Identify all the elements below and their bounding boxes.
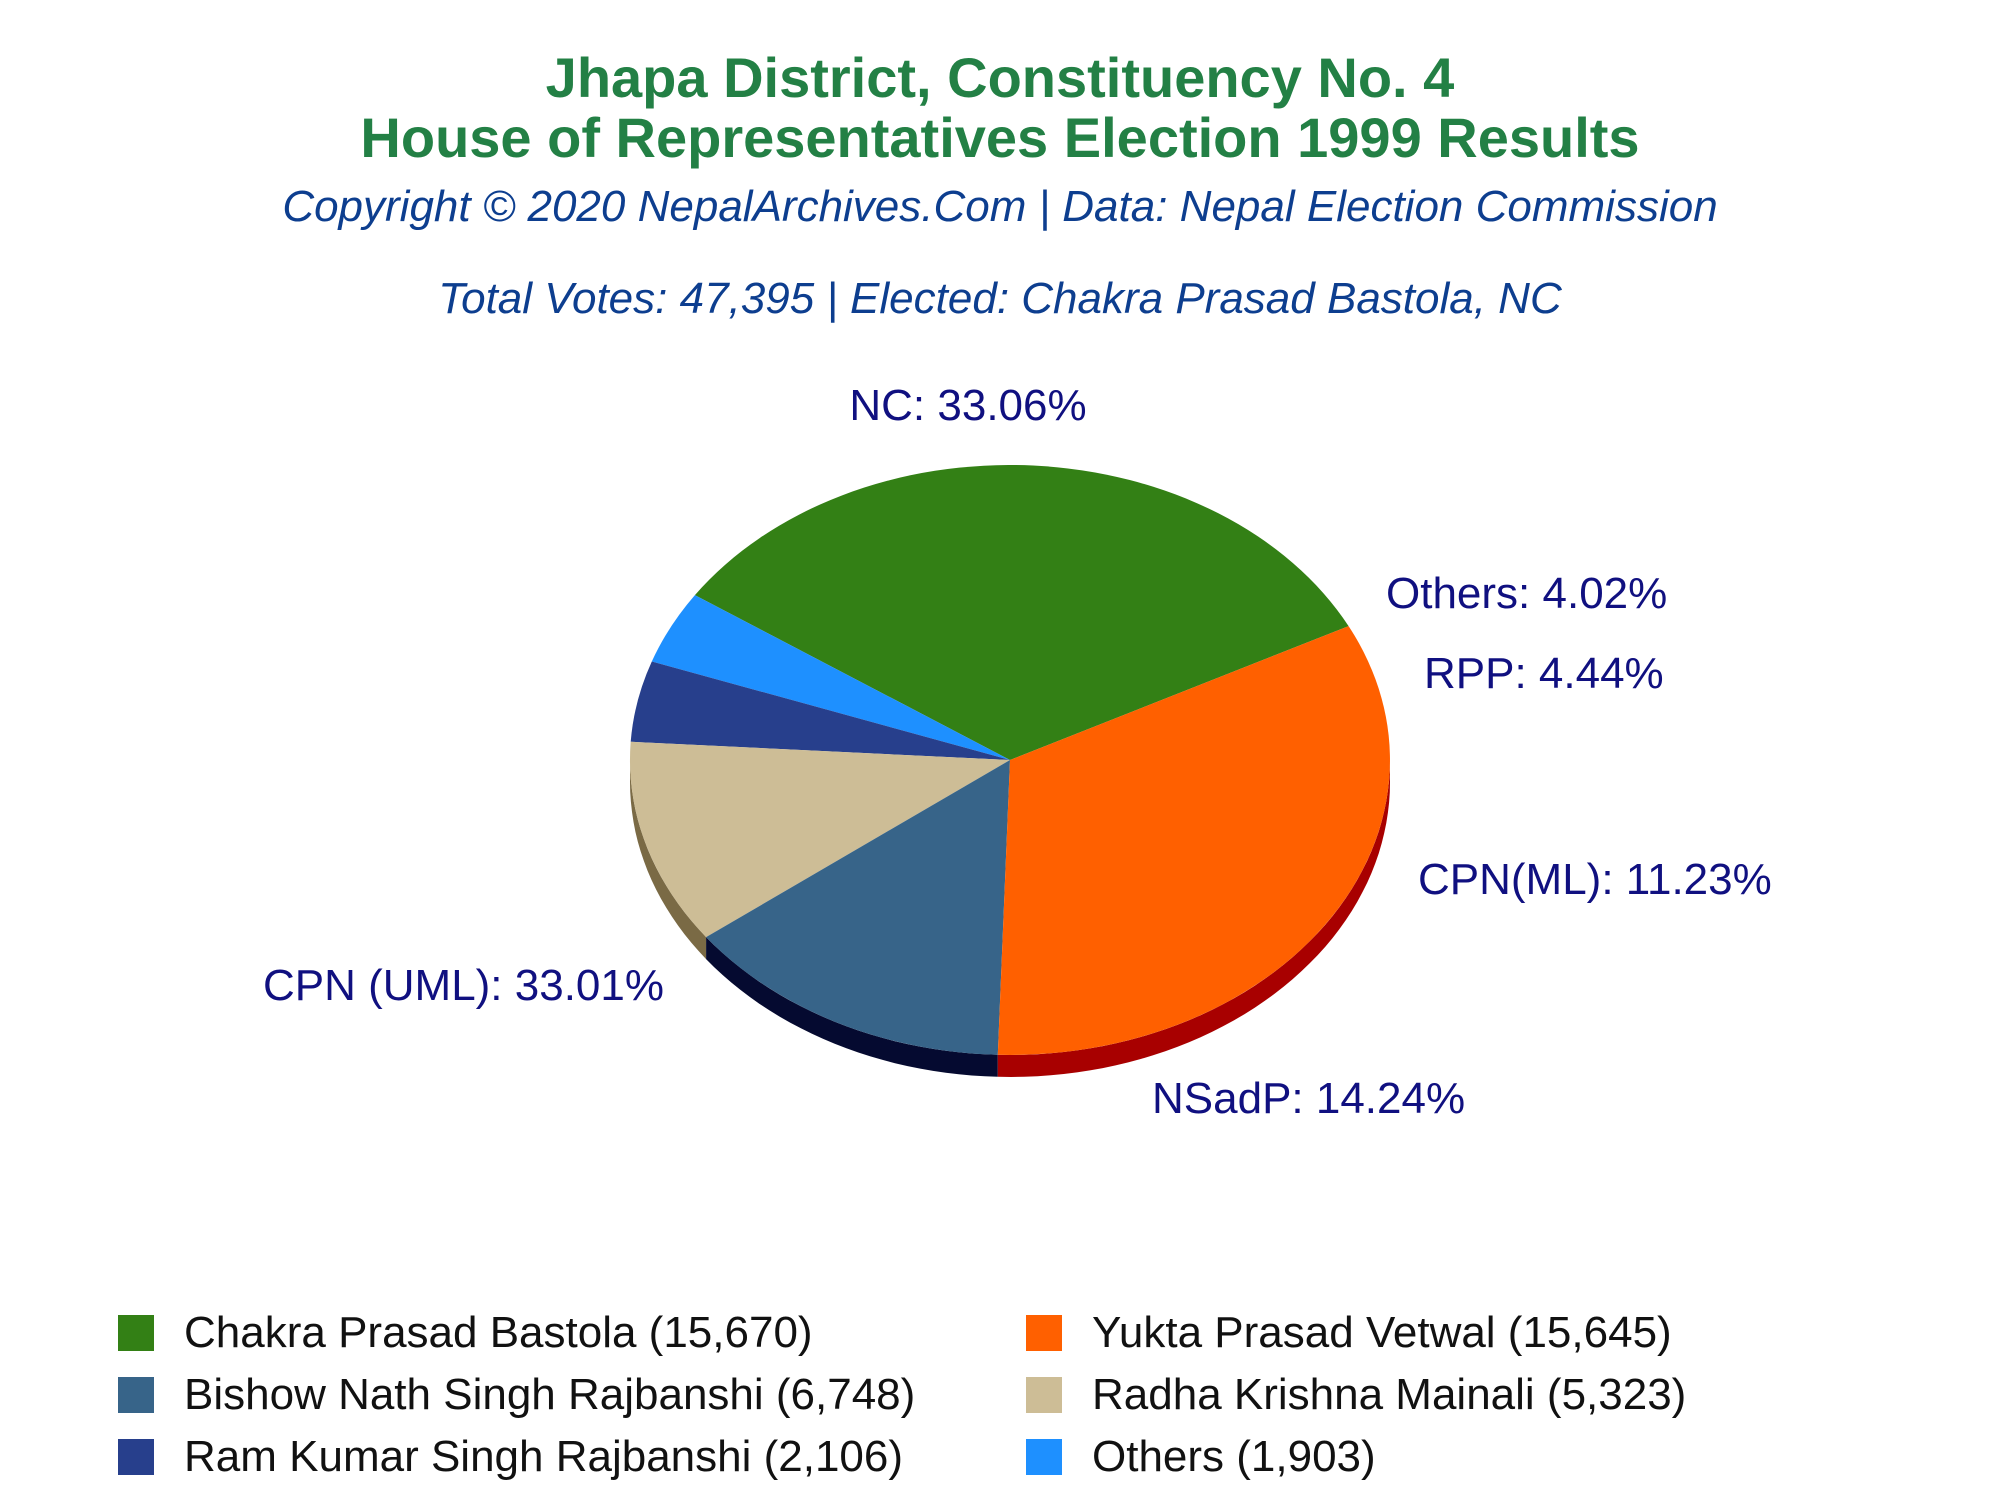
pie-slice-rpp <box>630 661 1010 760</box>
slice-label-nsadp: NSadP: 14.24% <box>1152 1074 1465 1123</box>
legend-item-1: Chakra Prasad Bastola (15,670) <box>118 1303 813 1363</box>
chart-title-line2: House of Representatives Election 1999 R… <box>360 106 1640 169</box>
legend-label-5: Ram Kumar Singh Rajbanshi (2,106) <box>184 1432 904 1481</box>
pie-slice-cpn-ml--side-0 <box>630 760 707 960</box>
legend-swatch-3 <box>118 1377 154 1413</box>
pie-chart: NC: 33.06% Others: 4.02% RPP: 4.44% CPN(ML)… <box>263 381 1772 1123</box>
pie-slice-cpn-ml- <box>629 741 1010 938</box>
pie-slice-nc <box>694 464 1349 760</box>
legend-label-3: Bishow Nath Singh Rajbanshi (6,748) <box>184 1370 916 1419</box>
slice-label-nc: NC: 33.06% <box>849 381 1086 430</box>
legend-label-6: Others (1,903) <box>1092 1432 1376 1481</box>
legend-label-4: Radha Krishna Mainali (5,323) <box>1092 1370 1687 1419</box>
summary-text: Total Votes: 47,395 | Elected: Chakra Pr… <box>438 274 1562 323</box>
legend-item-6: Others (1,903) <box>1026 1427 1376 1487</box>
slice-label-others: Others: 4.02% <box>1386 569 1667 618</box>
legend-swatch-1 <box>118 1315 154 1351</box>
legend-swatch-2 <box>1026 1315 1062 1351</box>
legend-swatch-6 <box>1026 1439 1062 1475</box>
legend-label-1: Chakra Prasad Bastola (15,670) <box>184 1308 813 1357</box>
legend-swatch-5 <box>118 1439 154 1475</box>
legend-item-5: Ram Kumar Singh Rajbanshi (2,106) <box>118 1427 903 1487</box>
pie-slice-cpn-uml- <box>997 626 1390 1055</box>
slice-label-cpn-ml-: CPN(ML): 11.23% <box>1418 855 1772 904</box>
legend-item-2: Yukta Prasad Vetwal (15,645) <box>1026 1303 1672 1363</box>
legend-swatch-4 <box>1026 1377 1062 1413</box>
pie-slice-nsadp <box>706 760 1010 1055</box>
legend-item-4: Radha Krishna Mainali (5,323) <box>1026 1365 1686 1425</box>
slice-label-cpn-uml-: CPN (UML): 33.01% <box>263 961 664 1010</box>
copyright-text: Copyright © 2020 NepalArchives.Com | Dat… <box>282 182 1718 231</box>
legend-label-2: Yukta Prasad Vetwal (15,645) <box>1092 1308 1672 1357</box>
chart-title-line1: Jhapa District, Constituency No. 4 <box>545 46 1455 109</box>
pie-slice-others <box>651 595 1010 760</box>
slice-label-rpp: RPP: 4.44% <box>1424 649 1664 698</box>
legend-item-3: Bishow Nath Singh Rajbanshi (6,748) <box>118 1365 915 1425</box>
pie-slice-nsadp-side-0 <box>706 937 998 1077</box>
